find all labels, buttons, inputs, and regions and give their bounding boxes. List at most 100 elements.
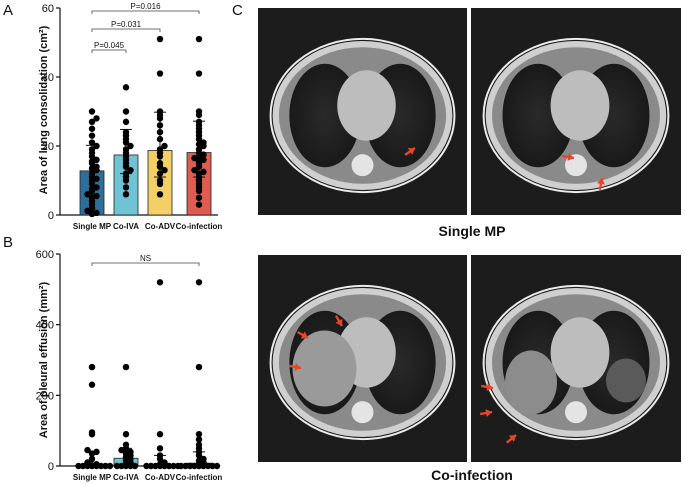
significance-label: P=0.045: [94, 41, 125, 50]
data-point: [156, 445, 164, 452]
data-point: [195, 118, 203, 126]
y-ticks-b: 0 200 400 600: [36, 249, 218, 473]
ct-image-co-infection-ct-left: [258, 255, 467, 462]
ct-arrow: [334, 315, 344, 327]
data-point: [156, 160, 164, 167]
data-point: [102, 462, 109, 470]
ct-arrow: [480, 383, 494, 391]
data-point: [127, 448, 134, 456]
data-point: [195, 201, 203, 208]
data-point: [122, 108, 130, 115]
data-point: [122, 441, 130, 448]
y-tick-label: 200: [36, 390, 54, 402]
ct-arrow: [506, 434, 517, 444]
ct-arrow: [479, 409, 493, 417]
data-point: [88, 455, 96, 463]
data-point: [88, 146, 96, 153]
data-point: [93, 142, 100, 150]
panel-label-c: C: [232, 2, 243, 19]
data-point: [195, 363, 203, 371]
category-label: Single MP: [73, 473, 112, 482]
ct-arrow: [404, 147, 416, 156]
data-point: [156, 146, 164, 153]
category-label: Co-IVA: [113, 222, 139, 231]
data-point: [156, 70, 164, 77]
y-axis-label-a: Area of lung consolidation (cm²): [38, 25, 50, 194]
data-point: [93, 461, 100, 468]
data-point: [93, 156, 100, 163]
category-label: Co-IVA: [113, 473, 139, 482]
data-point: [147, 462, 155, 470]
data-point: [122, 118, 130, 126]
ct-arrow: [288, 363, 302, 371]
data-point: [88, 429, 96, 436]
data-point: [156, 135, 164, 143]
ct-image-co-infection-ct-right: [471, 255, 681, 462]
data-point: [195, 279, 203, 286]
panel-label-b: B: [3, 234, 13, 251]
significance-bracket: [91, 28, 161, 32]
data-point: [113, 462, 121, 470]
chart-lung-consolidation: Area of lung consolidation (cm²) 0 20 40 60…: [38, 2, 222, 231]
data-point: [200, 168, 207, 176]
ct-image-single-mp-ct-right: [471, 8, 681, 215]
data-point: [122, 191, 130, 198]
data-point: [195, 194, 203, 201]
data-point: [122, 184, 130, 191]
y-tick-label: 60: [42, 3, 54, 15]
significance-label: NS: [140, 254, 151, 263]
data-point: [88, 108, 96, 115]
data-point: [122, 170, 130, 177]
data-point: [127, 166, 134, 174]
data-point: [93, 163, 100, 170]
y-tick-label: 40: [42, 72, 54, 84]
data-point: [156, 122, 164, 129]
data-point: [84, 446, 91, 454]
data-point: [195, 70, 203, 77]
data-point: [75, 462, 82, 470]
data-point: [156, 177, 164, 184]
data-point: [204, 462, 212, 470]
data-point: [177, 462, 185, 470]
significance-bracket: [91, 49, 127, 53]
data-point: [191, 166, 198, 174]
data-point: [93, 209, 100, 217]
data-point: [79, 462, 87, 470]
data-point: [195, 35, 203, 43]
data-point: [93, 115, 100, 122]
data-point: [93, 192, 100, 200]
chart-pleural-effusion: Area of pleural effusion (mm²) 0 200 400 60…: [36, 249, 223, 482]
data-point: [122, 146, 130, 153]
data-point: [88, 118, 96, 126]
data-point: [131, 462, 139, 470]
data-point: [161, 142, 168, 150]
data-point: [143, 462, 150, 470]
significance-bracket: [91, 262, 200, 266]
data-point: [195, 441, 203, 448]
caption-co-infection: Co-infection: [431, 467, 513, 483]
data-point: [170, 462, 177, 470]
y-tick-label: 400: [36, 320, 54, 332]
y-tick-label: 0: [48, 210, 54, 222]
data-point: [186, 462, 194, 470]
ct-image-single-mp-ct-left: [258, 8, 467, 215]
data-point: [209, 462, 216, 470]
category-label: Single MP: [73, 222, 112, 231]
data-point: [161, 166, 168, 174]
ct-arrow: [297, 330, 309, 340]
y-tick-label: 0: [48, 461, 54, 473]
data-point: [84, 191, 91, 198]
data-point: [200, 455, 207, 463]
data-point: [122, 431, 130, 438]
data-point: [88, 170, 96, 177]
data-point: [195, 436, 203, 443]
data-point: [122, 363, 130, 371]
y-axis-label-b: Area of pleural effusion (mm²): [38, 281, 50, 438]
significance-label: P=0.031: [111, 20, 142, 29]
data-point: [161, 459, 168, 466]
data-point: [88, 132, 96, 139]
ct-arrow: [561, 153, 575, 161]
data-point: [93, 448, 100, 456]
data-point: [156, 170, 164, 177]
